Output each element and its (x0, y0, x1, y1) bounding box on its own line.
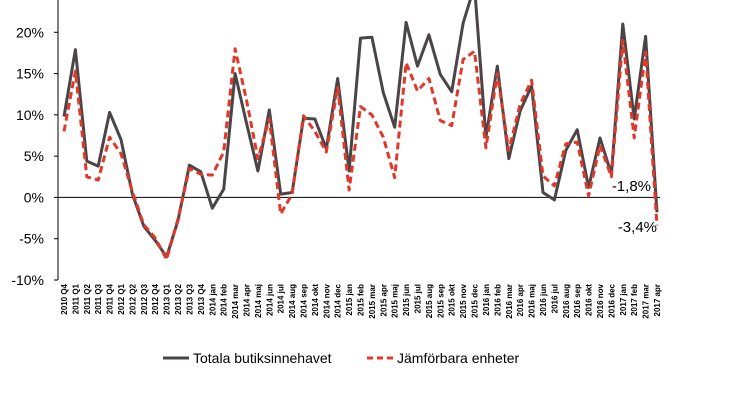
x-tick-label: 2015 jul (414, 284, 423, 313)
x-tick-label: 2011 Q3 (94, 283, 103, 314)
x-tick-label: 2013 Q4 (197, 283, 206, 314)
legend-label-total: Totala butiksinnehavet (193, 350, 332, 366)
x-tick-label: 2012 Q3 (140, 283, 149, 314)
x-tick-label: 2015 feb (357, 284, 366, 316)
x-tick-label: 2014 aug (288, 284, 297, 318)
x-tick-label: 2014 nov (322, 283, 331, 318)
x-tick-label: 2014 mar (231, 284, 240, 319)
legend-label-comparable: Jämförbara enheter (397, 350, 520, 366)
y-axis: -10% -5% 0% 5% 10% 15% 20% (11, 0, 59, 288)
x-tick-label: 2014 sep (299, 284, 308, 318)
annotation-total-last: -1,8% (612, 178, 651, 195)
x-tick-label: 2016 jun (539, 284, 548, 316)
x-tick-label: 2014 jun (265, 284, 274, 316)
x-tick-label: 2016 mar (505, 284, 514, 319)
y-tick-label: 15% (16, 66, 44, 82)
x-tick-label: 2017 feb (630, 284, 639, 316)
x-tick-label: 2011 Q2 (83, 283, 92, 314)
y-tick-label: 20% (16, 24, 44, 40)
x-tick-label: 2015 mar (368, 284, 377, 319)
series-line-comparable (62, 39, 659, 261)
x-tick-label: 2014 jul (277, 284, 286, 313)
x-tick-label: 2013 Q3 (185, 283, 194, 314)
x-tick-label: 2015 maj (391, 284, 400, 318)
x-tick-label: 2015 apr (379, 284, 388, 316)
y-tick-label: 10% (16, 107, 44, 123)
y-tick-label: 0% (24, 189, 44, 205)
x-tick-label: 2016 apr (516, 284, 525, 316)
x-tick-label: 2016 aug (562, 284, 571, 318)
x-tick-label: 2015 nov (459, 283, 468, 318)
x-tick-label: 2017 jan (619, 284, 628, 316)
x-tick-label: 2014 feb (220, 284, 229, 316)
x-tick-label: 2013 Q2 (174, 283, 183, 314)
x-tick-label: 2015 sep (436, 284, 445, 318)
x-tick-label: 2016 jul (550, 284, 559, 313)
x-tick-label: 2015 jun (402, 284, 411, 316)
x-tick-label: 2016 sep (573, 284, 582, 318)
x-tick-label: 2014 okt (311, 284, 320, 316)
x-tick-label: 2016 nov (596, 283, 605, 318)
x-tick-label: 2016 feb (493, 284, 502, 316)
x-tick-label: 2017 mar (642, 284, 651, 319)
x-tick-label: 2017 apr (653, 284, 662, 316)
x-tick-label: 2014 dec (334, 283, 343, 317)
x-tick-label: 2016 okt (585, 284, 594, 316)
annotations: -1,8% -3,4% (612, 178, 657, 236)
x-tick-label: 2014 jan (208, 284, 217, 316)
x-tick-label: 2015 okt (448, 284, 457, 316)
x-tick-label: 2013 Q1 (163, 283, 172, 314)
x-tick-label: 2011 Q1 (71, 283, 80, 314)
series-line-total (62, 0, 659, 259)
x-tick-label: 2011 Q4 (106, 283, 115, 314)
series-layer (62, 0, 659, 261)
y-tick-label: 5% (24, 148, 44, 164)
x-tick-label: 2012 Q1 (117, 283, 126, 314)
x-tick-label: 2014 maj (254, 284, 263, 318)
x-tick-label: 2015 dec (471, 283, 480, 317)
x-tick-label: 2014 apr (242, 284, 251, 316)
x-tick-label: 2012 Q2 (128, 283, 137, 314)
x-tick-label: 2010 Q4 (60, 283, 69, 314)
x-tick-label: 2016 jan (482, 284, 491, 316)
x-tick-label: 2016 dec (607, 283, 616, 317)
y-tick-label: -10% (11, 272, 44, 288)
x-tick-label: 2012 Q4 (151, 283, 160, 314)
legend: Totala butiksinnehavet Jämförbara enhete… (163, 350, 520, 366)
x-axis: 2010 Q4 2011 Q1 2011 Q2 2011 Q3 2011 Q4 2012 … (58, 196, 662, 319)
annotation-comparable-last: -3,4% (618, 219, 657, 236)
y-tick-label: -5% (19, 231, 44, 247)
x-tick-label: 2015 jan (345, 284, 354, 316)
x-tick-label: 2016 maj (528, 284, 537, 318)
x-tick-label: 2015 aug (425, 284, 434, 318)
